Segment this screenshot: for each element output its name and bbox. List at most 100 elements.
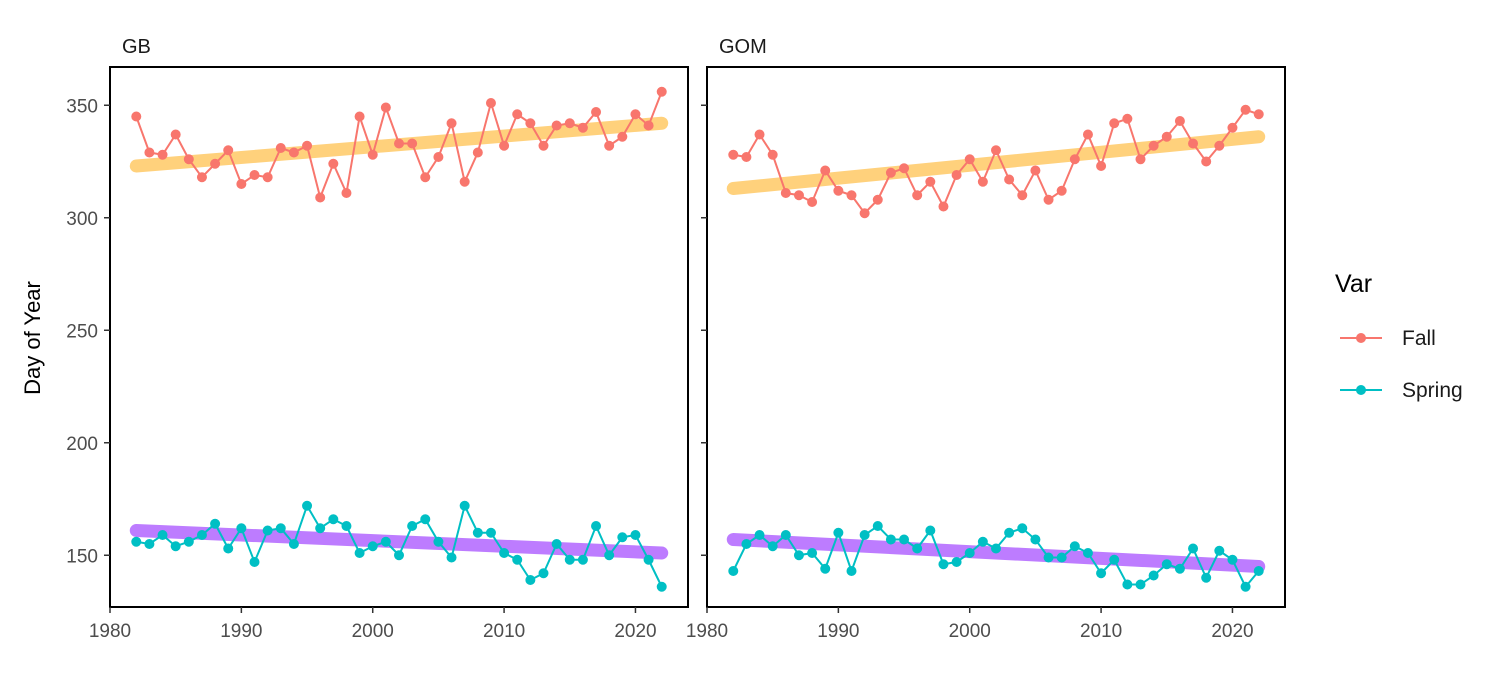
legend-label: Fall: [1402, 327, 1436, 350]
data-point-fall: [196, 172, 207, 183]
data-point-spring: [1096, 568, 1107, 579]
data-point-spring: [872, 521, 883, 531]
data-point-fall: [656, 86, 667, 97]
x-tick-label: 2010: [1080, 621, 1122, 642]
data-point-spring: [1214, 545, 1225, 556]
y-tick-label: 250: [66, 321, 98, 342]
data-point-spring: [144, 539, 155, 549]
data-point-spring: [977, 536, 988, 547]
data-point-spring: [728, 566, 739, 576]
legend-key-point: [1356, 333, 1366, 343]
panel-strip-label: GB: [122, 36, 151, 58]
data-point-fall: [341, 188, 352, 198]
data-point-fall: [1082, 129, 1093, 140]
data-point-fall: [564, 118, 575, 129]
data-point-spring: [820, 563, 831, 574]
data-point-spring: [591, 521, 602, 531]
data-point-spring: [793, 550, 804, 561]
data-point-spring: [1253, 566, 1264, 576]
data-point-fall: [1214, 140, 1225, 151]
x-tick-label: 1980: [89, 621, 131, 642]
data-point-fall: [223, 145, 234, 156]
data-point-spring: [315, 523, 326, 534]
data-point-spring: [538, 568, 549, 579]
data-point-spring: [564, 554, 575, 565]
data-point-fall: [630, 109, 641, 120]
data-point-fall: [951, 170, 962, 180]
data-point-fall: [354, 111, 365, 122]
data-point-spring: [925, 525, 936, 536]
data-point-spring: [485, 527, 496, 538]
data-point-spring: [577, 554, 588, 565]
data-point-spring: [183, 536, 194, 547]
data-point-spring: [1069, 541, 1080, 552]
data-point-spring: [1082, 548, 1093, 558]
data-point-spring: [275, 523, 286, 534]
data-point-fall: [420, 172, 431, 183]
x-tick-label: 1990: [220, 621, 262, 642]
legend-key-point: [1356, 385, 1366, 395]
data-point-fall: [1069, 154, 1080, 165]
data-point-spring: [951, 557, 962, 567]
data-point-fall: [807, 197, 818, 207]
panel-gom: GOM 1980 1990 2000 2010 2020: [686, 36, 1286, 642]
data-point-spring: [859, 530, 870, 540]
data-point-spring: [367, 541, 378, 552]
data-point-spring: [1240, 581, 1251, 592]
data-point-spring: [912, 543, 923, 554]
x-tick-label: 2020: [614, 621, 656, 642]
data-point-fall: [1109, 118, 1120, 129]
data-point-spring: [157, 530, 168, 540]
data-point-fall: [499, 140, 510, 151]
data-point-spring: [341, 521, 352, 531]
data-point-fall: [328, 158, 339, 169]
data-point-spring: [236, 523, 247, 534]
data-point-fall: [525, 118, 536, 129]
data-point-spring: [1188, 543, 1199, 554]
legend-label: Spring: [1402, 379, 1463, 402]
data-point-spring: [1017, 523, 1028, 534]
legend: Var Fall Spring: [1335, 270, 1463, 402]
panel-strip-label: GOM: [719, 36, 767, 58]
data-point-fall: [1227, 122, 1238, 133]
data-point-spring: [1201, 572, 1212, 583]
data-point-spring: [630, 530, 641, 540]
data-point-spring: [328, 514, 339, 525]
data-point-fall: [1240, 104, 1251, 115]
data-point-spring: [472, 527, 483, 538]
x-tick-label: 2010: [483, 621, 525, 642]
data-point-fall: [170, 129, 181, 140]
data-point-spring: [380, 536, 391, 547]
data-point-fall: [288, 147, 299, 158]
data-point-spring: [302, 500, 313, 511]
data-point-fall: [380, 102, 391, 113]
data-point-spring: [780, 530, 791, 540]
data-point-fall: [485, 98, 496, 108]
data-point-fall: [275, 143, 286, 153]
data-point-fall: [472, 147, 483, 158]
data-point-fall: [512, 109, 523, 120]
data-point-fall: [407, 138, 418, 149]
data-point-spring: [288, 539, 299, 549]
data-point-spring: [991, 543, 1001, 554]
data-point-fall: [551, 120, 562, 131]
data-point-fall: [1148, 140, 1159, 151]
trend-line-spring: [129, 524, 669, 560]
data-point-fall: [1188, 138, 1199, 149]
data-point-fall: [236, 179, 247, 189]
data-point-fall: [1096, 161, 1107, 171]
data-point-spring: [499, 548, 510, 558]
data-point-fall: [1004, 174, 1015, 185]
data-point-spring: [643, 554, 654, 565]
panel-gb: GB 1980 1990 2000 2010 2020 150 200 250 300 350: [66, 36, 689, 642]
data-point-spring: [223, 543, 234, 554]
legend-item-spring: Spring: [1340, 379, 1463, 402]
data-point-spring: [407, 521, 418, 531]
data-point-fall: [872, 194, 883, 205]
data-point-spring: [617, 532, 628, 543]
data-point-spring: [525, 575, 536, 585]
data-point-spring: [767, 541, 778, 552]
data-point-fall: [367, 149, 378, 160]
data-point-spring: [551, 539, 562, 549]
data-point-fall: [262, 172, 273, 183]
